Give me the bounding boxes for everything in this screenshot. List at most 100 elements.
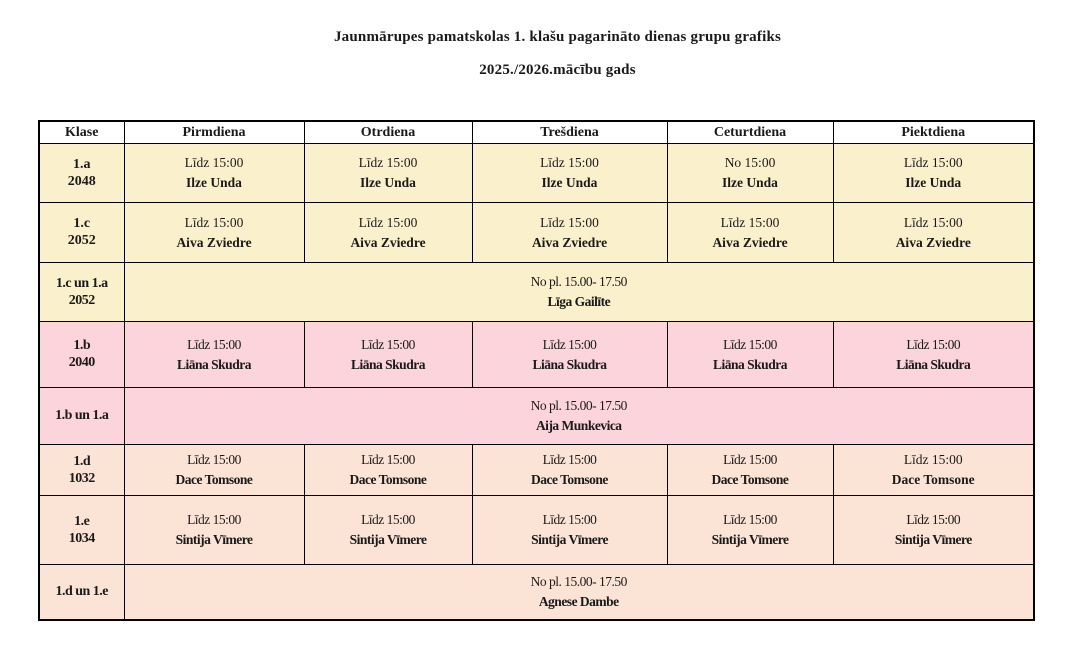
teacher-name: Liāna Skudra (177, 356, 251, 372)
schedule-cell-merged: No pl. 15.00- 17.50 Līga Gailīte (123, 262, 1035, 322)
time-text: Līdz 15:00 (906, 512, 961, 527)
room-number: 2048 (67, 173, 96, 189)
time-text: Līdz 15:00 (184, 155, 244, 170)
time-text: Līdz 15:00 (361, 336, 415, 352)
time-text: Līdz 15:00 (903, 452, 963, 467)
time-text: No pl. 15.00- 17.50 (530, 398, 628, 413)
teacher-name: Aiva Zviedre (531, 234, 608, 250)
teacher-name: Ilze Unda (186, 175, 242, 190)
teacher-name: Dace Tomsone (349, 472, 427, 487)
class-label-cell: 1.e 1034 (38, 495, 125, 565)
time-text: No 15:00 (724, 155, 776, 170)
header-row: Klase Pirmdiena Otrdiena Trešdiena Cetur… (38, 120, 1035, 144)
time-text: Līdz 15:00 (187, 452, 241, 467)
table-row-1a: 1.a 2048 Līdz 15:00 Ilze Unda Līdz 15:00… (38, 143, 1035, 203)
class-name: 1.c (73, 216, 91, 231)
class-label-cell: 1.b un 1.a (38, 387, 125, 445)
table-row-1c-un-1a: 1.c un 1.a 2052 No pl. 15.00- 17.50 Līga… (38, 262, 1035, 322)
teacher-name: Ilze Unda (360, 175, 416, 190)
document-header: Jaunmārupes pamatskolas 1. klašu pagarin… (15, 29, 1085, 79)
class-label-cell: 1.c 2052 (38, 202, 125, 263)
schedule-cell: Līdz 15:00 Liāna Skudra (123, 321, 305, 388)
class-name: 1.c un 1.a (55, 275, 108, 291)
time-text: Līdz 15:00 (187, 512, 241, 527)
teacher-name: Līga Gailīte (547, 294, 611, 309)
time-text: Līdz 15:00 (540, 155, 599, 170)
teacher-name: Aiva Zviedre (176, 234, 252, 250)
teacher-name: Sintija Vīmere (711, 532, 789, 547)
time-text: Līdz 15:00 (906, 336, 961, 352)
teacher-name: Liāna Skudra (713, 356, 787, 372)
time-text: Līdz 15:00 (361, 512, 415, 527)
table-row-1c: 1.c 2052 Līdz 15:00 Aiva Zviedre Līdz 15… (38, 202, 1035, 263)
schedule-cell: Līdz 15:00 Dace Tomsone (123, 444, 305, 496)
teacher-name: Ilze Unda (722, 175, 778, 190)
time-text: Līdz 15:00 (903, 155, 963, 170)
teacher-name: Dace Tomsone (891, 472, 975, 487)
teacher-name: Agnese Dambe (538, 594, 619, 609)
column-header-klase: Klase (38, 120, 125, 144)
time-text: Līdz 15:00 (542, 452, 597, 467)
time-text: Līdz 15:00 (361, 452, 415, 467)
schedule-cell: Līdz 15:00 Aiva Zviedre (303, 202, 473, 263)
page-subtitle: 2025./2026.mācību gads (479, 62, 636, 78)
page-title: Jaunmārupes pamatskolas 1. klašu pagarin… (333, 29, 782, 45)
class-label-cell: 1.a 2048 (38, 143, 125, 203)
teacher-name: Sintija Vīmere (894, 532, 972, 547)
teacher-name: Liāna Skudra (532, 356, 607, 372)
teacher-name: Liāna Skudra (351, 356, 425, 372)
time-text: Līdz 15:00 (542, 336, 597, 352)
time-text: Līdz 15:00 (723, 512, 777, 527)
schedule-cell: Līdz 15:00 Liāna Skudra (303, 321, 473, 388)
schedule-cell: Līdz 15:00 Sintija Vīmere (832, 495, 1035, 565)
teacher-name: Ilze Unda (541, 175, 598, 190)
class-label-cell: 1.d 1032 (38, 444, 125, 496)
table-row-1e: 1.e 1034 Līdz 15:00 Sintija Vīmere Līdz … (38, 495, 1035, 565)
column-header-tresdiena: Trešdiena (471, 120, 668, 144)
schedule-cell: Līdz 15:00 Liāna Skudra (832, 321, 1035, 388)
time-text: Līdz 15:00 (720, 214, 780, 230)
time-text: Līdz 15:00 (723, 452, 777, 467)
time-text: Līdz 15:00 (184, 214, 244, 230)
teacher-name: Liāna Skudra (896, 356, 971, 372)
schedule-cell: Līdz 15:00 Dace Tomsone (471, 444, 668, 496)
schedule-cell: Līdz 15:00 Aiva Zviedre (471, 202, 668, 263)
schedule-cell: Līdz 15:00 Sintija Vīmere (123, 495, 305, 565)
schedule-cell: Līdz 15:00 Aiva Zviedre (832, 202, 1035, 263)
room-number: 1032 (68, 470, 95, 486)
teacher-name: Aiva Zviedre (712, 234, 788, 250)
room-number: 2052 (67, 233, 96, 248)
schedule-cell: Līdz 15:00 Sintija Vīmere (303, 495, 473, 565)
teacher-name: Sintija Vīmere (349, 532, 427, 547)
time-text: Līdz 15:00 (187, 336, 241, 352)
time-text: Līdz 15:00 (358, 214, 418, 230)
schedule-cell: Līdz 15:00 Liāna Skudra (471, 321, 668, 388)
schedule-cell: Līdz 15:00 Dace Tomsone (832, 444, 1035, 496)
time-text: No pl. 15.00- 17.50 (530, 574, 628, 589)
teacher-name: Dace Tomsone (531, 472, 608, 487)
schedule-cell: Līdz 15:00 Dace Tomsone (303, 444, 473, 496)
teacher-name: Sintija Vīmere (175, 532, 253, 547)
schedule-cell: Līdz 15:00 Ilze Unda (123, 143, 305, 203)
room-number: 1034 (68, 530, 95, 546)
teacher-name: Aija Munkevica (535, 418, 622, 433)
schedule-table: Klase Pirmdiena Otrdiena Trešdiena Cetur… (38, 120, 1035, 621)
class-name: 1.d un 1.e (55, 584, 109, 599)
room-number: 2040 (68, 355, 95, 370)
teacher-name: Aiva Zviedre (895, 234, 971, 250)
class-label-cell: 1.b 2040 (38, 321, 125, 388)
column-header-ceturtdiena: Ceturtdiena (666, 120, 834, 144)
table-row-1d: 1.d 1032 Līdz 15:00 Dace Tomsone Līdz 15… (38, 444, 1035, 496)
time-text: Līdz 15:00 (540, 214, 599, 230)
schedule-cell: Līdz 15:00 Ilze Unda (471, 143, 668, 203)
schedule-cell: Līdz 15:00 Aiva Zviedre (123, 202, 305, 263)
schedule-cell: No 15:00 Ilze Unda (666, 143, 834, 203)
schedule-cell: Līdz 15:00 Sintija Vīmere (471, 495, 668, 565)
class-name: 1.b un 1.a (55, 408, 109, 423)
class-label-cell: 1.d un 1.e (38, 564, 125, 621)
class-label-cell: 1.c un 1.a 2052 (38, 262, 125, 322)
time-text: Līdz 15:00 (723, 336, 777, 352)
column-header-otrdiena: Otrdiena (303, 120, 473, 144)
time-text: Līdz 15:00 (358, 155, 418, 170)
